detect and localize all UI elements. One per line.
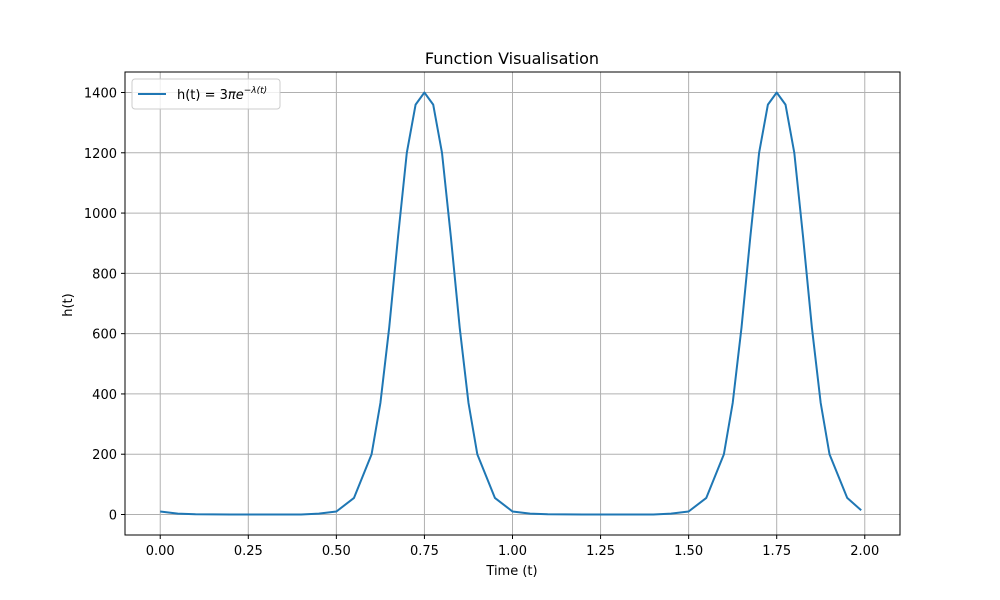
y-tick-label: 800: [92, 267, 117, 282]
legend-label-prefix: h(t) = 3: [177, 88, 228, 103]
legend-box: [131, 78, 281, 110]
x-tick-label: 0.50: [322, 544, 351, 559]
x-tick-label: 1.50: [674, 544, 703, 559]
y-axis-label: h(t): [61, 293, 76, 316]
x-tick-label: 1.75: [762, 544, 791, 559]
series-layer: [160, 91, 862, 516]
legend-label-pi: π: [228, 88, 236, 103]
legend-label-exponent: −λ(t): [244, 86, 267, 96]
legend: h(t) = 3πe−λ(t): [131, 78, 281, 110]
x-tick-label: 0.25: [234, 544, 263, 559]
y-tick-label: 1400: [84, 86, 117, 101]
series-line: [160, 91, 862, 516]
chart-title: Function Visualisation: [425, 49, 599, 68]
y-tick-label: 1200: [84, 147, 117, 162]
y-tick-label: 200: [92, 448, 117, 463]
y-tick-label: 400: [92, 388, 117, 403]
grid: [125, 72, 900, 535]
y-tick-label: 1000: [84, 207, 117, 222]
y-axis-ticks: 0 200 400 600 800 1000 1200 1400: [84, 86, 125, 524]
x-tick-label: 2.00: [850, 544, 879, 559]
legend-label-e: e: [236, 88, 244, 103]
x-tick-label: 1.00: [498, 544, 527, 559]
legend-label: h(t) = 3πe−λ(t): [177, 86, 267, 103]
y-tick-label: 0: [109, 509, 117, 524]
x-tick-label: 1.25: [586, 544, 615, 559]
x-axis-label: Time (t): [485, 564, 537, 579]
x-tick-label: 0.75: [410, 544, 439, 559]
y-tick-label: 600: [92, 328, 117, 343]
x-tick-label: 0.00: [146, 544, 175, 559]
x-axis-ticks: 0.00 0.25 0.50 0.75 1.00 1.25 1.50 1.75 2.00: [146, 535, 879, 559]
